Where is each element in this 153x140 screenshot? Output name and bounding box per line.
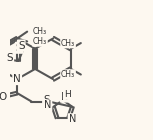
Text: CH₃: CH₃ [33, 37, 47, 46]
Text: N: N [69, 114, 76, 124]
Text: S: S [16, 43, 22, 53]
Text: H: H [64, 90, 71, 99]
Text: CH₃: CH₃ [61, 70, 75, 79]
Text: CH₃: CH₃ [61, 38, 75, 48]
Text: CH₃: CH₃ [61, 70, 75, 79]
Text: S: S [43, 95, 50, 105]
Text: CH₃: CH₃ [33, 27, 47, 36]
Text: N: N [13, 74, 21, 84]
Text: S: S [6, 53, 13, 63]
Text: H: H [64, 90, 71, 99]
Text: S: S [16, 43, 22, 53]
Text: O: O [0, 92, 7, 102]
Text: S: S [18, 40, 25, 51]
Text: N: N [61, 92, 68, 102]
Text: N: N [44, 101, 51, 110]
Text: CH₃: CH₃ [33, 37, 47, 46]
Text: S: S [18, 40, 25, 51]
Text: N: N [69, 114, 76, 124]
Text: N: N [13, 74, 21, 84]
Text: S: S [43, 95, 50, 105]
Text: N: N [44, 101, 51, 110]
Text: CH₃: CH₃ [33, 27, 47, 36]
Text: S: S [6, 53, 13, 63]
Text: O: O [0, 92, 7, 102]
Text: CH₃: CH₃ [61, 38, 75, 48]
Text: N: N [61, 92, 68, 102]
